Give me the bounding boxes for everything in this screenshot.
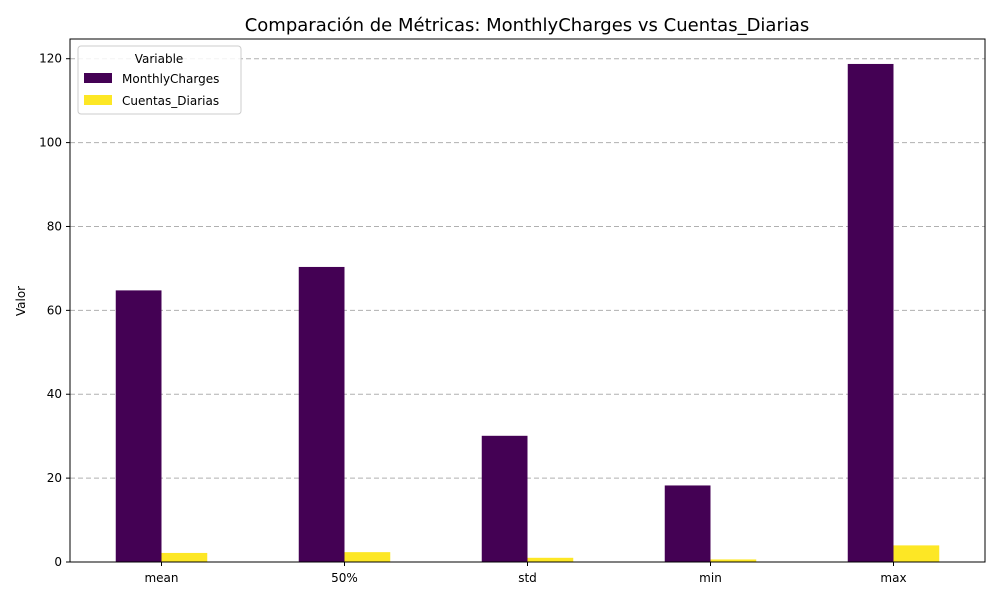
y-axis-label: Valor — [14, 286, 28, 316]
y-tick-label: 40 — [47, 387, 62, 401]
bar-cuentas-diarias-1 — [344, 552, 391, 562]
legend: Variable MonthlyCharges Cuentas_Diarias — [77, 45, 242, 115]
legend-swatch-cuentas-diarias — [84, 95, 112, 105]
x-tick-label: 50% — [331, 571, 358, 585]
y-tick-label: 20 — [47, 471, 62, 485]
y-tick-label: 80 — [47, 219, 62, 233]
x-tick-label: min — [699, 571, 722, 585]
y-tick-label: 100 — [39, 136, 62, 150]
legend-title: Variable — [135, 52, 184, 66]
bar-monthlycharges-0 — [115, 290, 162, 562]
y-tick-label: 60 — [47, 303, 62, 317]
bar-monthlycharges-1 — [298, 266, 345, 562]
bar-monthlycharges-2 — [481, 435, 528, 562]
bar-monthlycharges-3 — [664, 485, 711, 562]
bar-cuentas-diarias-2 — [527, 557, 574, 562]
bars — [115, 63, 940, 563]
x-tick-label: max — [880, 571, 906, 585]
legend-box — [77, 45, 242, 115]
bar-cuentas-diarias-4 — [893, 545, 940, 562]
ticks: 0 20 40 60 80 100 120 mean 50% std min max — [39, 52, 906, 585]
y-tick-label: 0 — [54, 555, 62, 569]
legend-swatch-monthlycharges — [84, 73, 112, 83]
y-tick-label: 120 — [39, 52, 62, 66]
legend-label-monthlycharges: MonthlyCharges — [122, 72, 219, 86]
x-tick-label: mean — [144, 571, 178, 585]
legend-label-cuentas-diarias: Cuentas_Diarias — [122, 94, 219, 108]
bar-cuentas-diarias-0 — [161, 552, 208, 562]
x-tick-label: std — [518, 571, 537, 585]
bar-monthlycharges-4 — [847, 63, 894, 563]
bar-cuentas-diarias-3 — [710, 559, 757, 562]
chart-title: Comparación de Métricas: MonthlyCharges … — [245, 15, 810, 36]
